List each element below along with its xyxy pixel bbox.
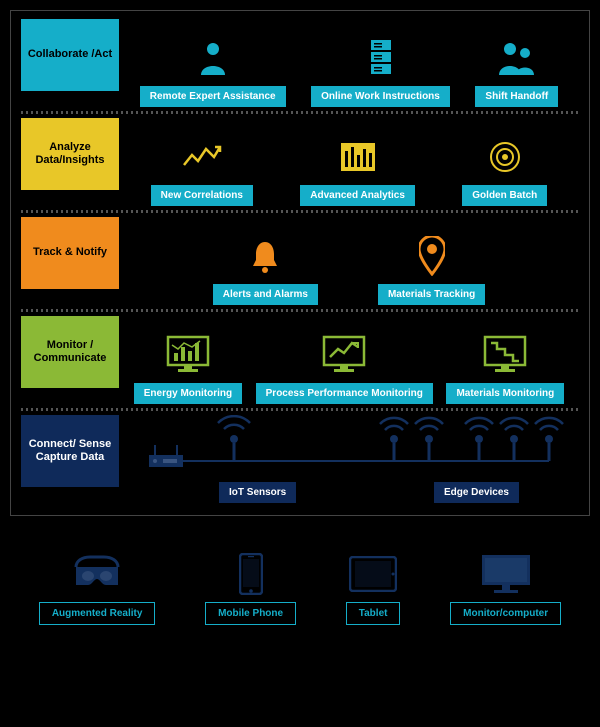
- monitor-bars-icon: [166, 331, 210, 379]
- label-work-instructions: Online Work Instructions: [311, 86, 450, 107]
- pin-icon: [419, 232, 445, 280]
- category-monitor: Monitor / Communicate: [21, 316, 119, 388]
- bars-icon: [341, 133, 375, 181]
- item-remote-expert: Remote Expert Assistance: [140, 34, 286, 107]
- item-tracking: Materials Tracking: [378, 232, 485, 305]
- item-alerts: Alerts and Alarms: [213, 232, 318, 305]
- divider: [21, 408, 579, 411]
- divider: [21, 210, 579, 213]
- label-remote-expert: Remote Expert Assistance: [140, 86, 286, 107]
- category-collaborate: Collaborate /Act: [21, 19, 119, 91]
- label-monitor: Monitor/computer: [450, 602, 561, 625]
- label-analytics: Advanced Analytics: [300, 185, 415, 206]
- label-shift-handoff: Shift Handoff: [475, 86, 558, 107]
- item-process: Process Performance Monitoring: [256, 331, 433, 404]
- phone-icon: [239, 552, 263, 596]
- items-analyze: New Correlations Advanced Analytics: [119, 118, 579, 206]
- person-icon: [199, 34, 227, 82]
- monitor-steps-icon: [483, 331, 527, 379]
- label-phone: Mobile Phone: [205, 602, 296, 625]
- trend-icon: [182, 133, 222, 181]
- server-icon: [371, 34, 391, 82]
- items-monitor: Energy Monitoring Process Performance Mo…: [119, 316, 579, 404]
- label-iot-sensors: IoT Sensors: [219, 482, 296, 503]
- item-energy: Energy Monitoring: [134, 331, 242, 404]
- people-icon: [497, 34, 537, 82]
- sense-diagram: IoT Sensors Edge Devices: [119, 415, 579, 503]
- device-monitor: Monitor/computer: [450, 552, 561, 625]
- row-track: Track & Notify Alerts and Alarms: [21, 217, 579, 305]
- monitor-line-icon: [322, 331, 366, 379]
- label-process: Process Performance Monitoring: [256, 383, 433, 404]
- row-sense: Connect/ Sense Capture Data: [21, 415, 579, 503]
- item-correlations: New Correlations: [151, 133, 253, 206]
- device-phone: Mobile Phone: [205, 552, 296, 625]
- item-analytics: Advanced Analytics: [300, 133, 415, 206]
- main-container: Collaborate /Act Remote Expert Assistanc…: [10, 10, 590, 516]
- label-materials: Materials Monitoring: [446, 383, 564, 404]
- row-monitor: Monitor / Communicate Energy Monitor: [21, 316, 579, 404]
- row-collaborate: Collaborate /Act Remote Expert Assistanc…: [21, 19, 579, 107]
- category-analyze: Analyze Data/Insights: [21, 118, 119, 190]
- bell-icon: [250, 232, 280, 280]
- label-tracking: Materials Tracking: [378, 284, 485, 305]
- label-energy: Energy Monitoring: [134, 383, 242, 404]
- label-edge-devices: Edge Devices: [434, 482, 519, 503]
- device-ar: Augmented Reality: [39, 552, 156, 625]
- category-track: Track & Notify: [21, 217, 119, 289]
- monitor-icon: [480, 552, 532, 596]
- label-alerts: Alerts and Alarms: [213, 284, 318, 305]
- tablet-icon: [349, 552, 397, 596]
- item-materials: Materials Monitoring: [446, 331, 564, 404]
- label-ar: Augmented Reality: [39, 602, 156, 625]
- item-work-instructions: Online Work Instructions: [311, 34, 450, 107]
- items-track: Alerts and Alarms Materials Tracking: [119, 217, 579, 305]
- item-shift-handoff: Shift Handoff: [475, 34, 558, 107]
- items-collaborate: Remote Expert Assistance Online Work Ins…: [119, 19, 579, 107]
- label-golden-batch: Golden Batch: [462, 185, 547, 206]
- label-tablet: Tablet: [346, 602, 401, 625]
- label-correlations: New Correlations: [151, 185, 253, 206]
- category-sense: Connect/ Sense Capture Data: [21, 415, 119, 487]
- item-golden-batch: Golden Batch: [462, 133, 547, 206]
- device-tablet: Tablet: [346, 552, 401, 625]
- vr-icon: [70, 552, 124, 596]
- target-icon: [489, 133, 521, 181]
- divider: [21, 111, 579, 114]
- bottom-devices: Augmented Reality Mobile Phone Tablet: [10, 552, 590, 625]
- row-analyze: Analyze Data/Insights New Correlations: [21, 118, 579, 206]
- divider: [21, 309, 579, 312]
